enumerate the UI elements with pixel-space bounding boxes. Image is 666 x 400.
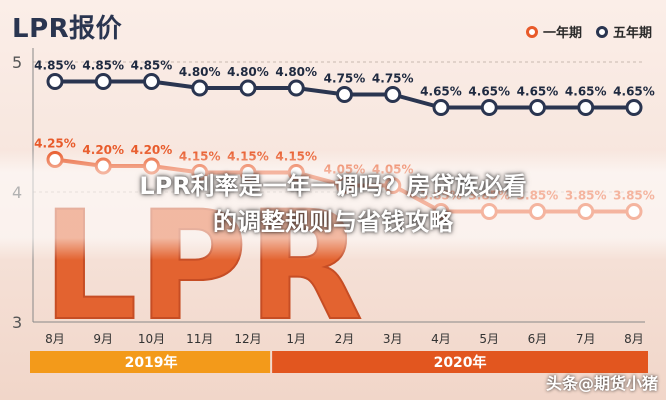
data-point-1 [384,86,402,103]
data-point-1 [577,99,595,116]
headline-banner [0,150,666,260]
x-tick-label: 8月 [624,332,644,346]
x-tick-label: 1月 [286,332,306,346]
watermark: 头条@期货小猪 [545,374,658,393]
data-point-1 [239,79,257,97]
x-tick-label: 12月 [234,332,261,346]
data-label-1: 4.80% [227,65,269,79]
headline-line-2: 的调整规则与省钱攻略 [213,208,453,236]
legend-marker-five-year [595,25,608,38]
data-point-1 [625,99,643,116]
data-label-1: 4.65% [517,85,559,99]
y-tick-label: 5 [12,53,22,72]
data-point-1 [336,86,353,103]
legend: 一年期 五年期 [525,22,652,41]
data-label-1: 4.75% [324,72,366,86]
data-point-1 [529,99,546,116]
legend-label-five-year: 五年期 [612,26,652,41]
x-tick-label: 9月 [93,332,113,346]
data-point-1 [143,73,160,90]
chart-title: LPR报价 [12,14,123,44]
legend-item-one-year: 一年期 [525,22,582,41]
data-point-1 [432,99,450,116]
year-band-label: 2019年 [125,354,178,371]
legend-marker-one-year [525,25,538,38]
data-point-1 [191,79,209,97]
headline-line-1: LPR利率是一年一调吗？房贷族必看 [139,172,527,200]
legend-item-five-year: 五年期 [595,22,652,41]
year-band-1 [272,351,648,373]
data-label-1: 4.80% [179,65,221,79]
x-tick-label: 7月 [576,332,596,346]
data-label-1: 4.65% [613,85,655,99]
data-label-1: 4.85% [131,59,173,73]
data-label-1: 4.65% [565,85,607,99]
x-tick-label: 11月 [186,332,213,346]
data-label-1: 4.65% [468,85,510,99]
x-tick-label: 6月 [528,332,548,346]
x-tick-label: 10月 [138,332,165,346]
y-tick-label: 3 [12,313,22,332]
x-tick-label: 8月 [45,332,65,346]
x-tick-label: 5月 [479,332,499,346]
data-point-1 [287,79,305,97]
year-band-label: 2020年 [434,354,487,371]
legend-label-one-year: 一年期 [542,26,582,41]
data-label-1: 4.75% [372,72,414,86]
x-tick-label: 3月 [383,332,403,346]
data-point-1 [94,73,112,90]
data-label-1: 4.80% [275,65,317,79]
data-label-1: 4.85% [34,59,76,73]
data-point-1 [480,99,498,116]
data-point-1 [46,73,64,90]
x-tick-label: 2月 [335,332,355,346]
year-band-0 [30,351,271,373]
data-label-1: 4.85% [82,59,124,73]
data-label-0: 4.25% [34,137,76,151]
data-label-1: 4.65% [420,85,462,99]
x-tick-label: 4月 [431,332,451,346]
